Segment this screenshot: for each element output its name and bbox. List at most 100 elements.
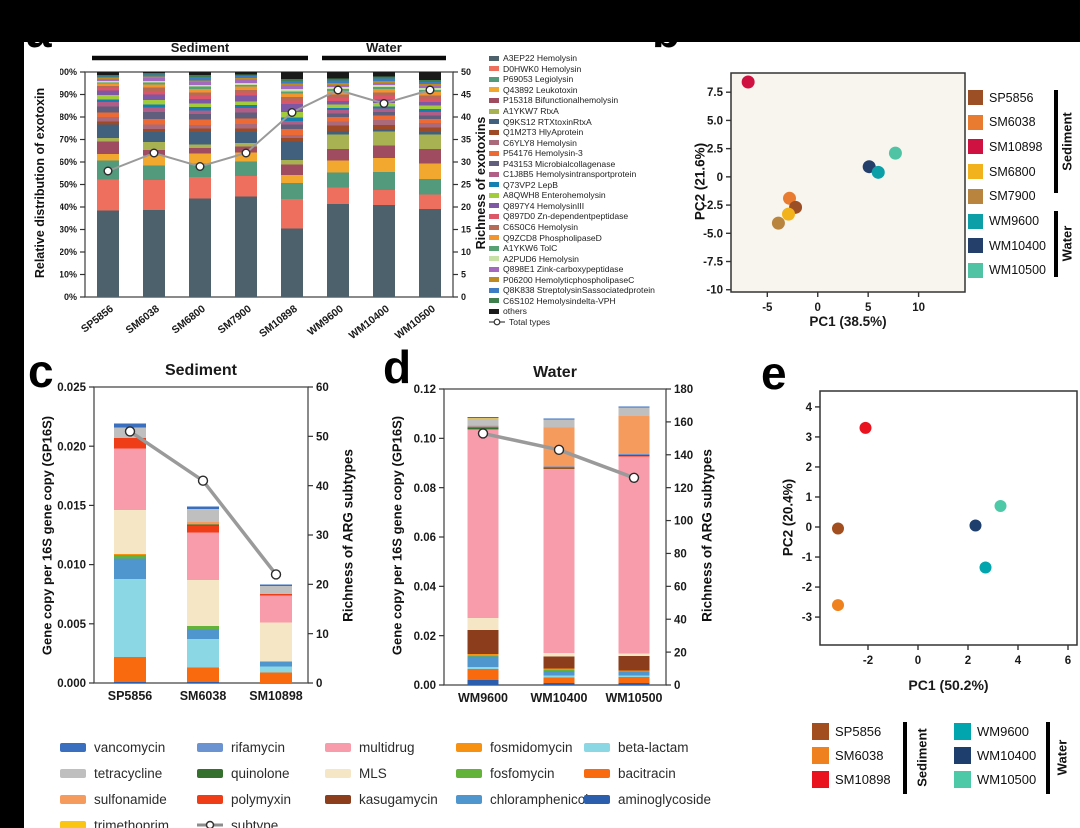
y2-tick-label: 160 — [674, 417, 693, 429]
richness-marker — [628, 472, 640, 484]
bar-segment — [143, 124, 165, 129]
sample-label: SM6038 — [835, 748, 884, 763]
bar-segment — [419, 79, 441, 82]
bar-segment — [114, 681, 146, 683]
exotoxin-legend-item: C6YLY8 Hemolysin — [489, 137, 689, 148]
exotoxin-legend-item: P69053 Legiolysin — [489, 74, 689, 85]
bar-segment — [143, 128, 165, 133]
legend-color-chip — [489, 245, 499, 251]
bar-segment — [327, 78, 349, 81]
water-group-bar — [1054, 211, 1058, 277]
bar-segment — [467, 656, 499, 667]
exotoxin-legend-item: Q9ZCD8 PhospholipaseD — [489, 232, 689, 243]
legend-color-chip — [489, 55, 499, 61]
y-tick-label: 100% — [60, 67, 77, 77]
bar-segment — [281, 141, 303, 160]
bar-segment — [260, 672, 292, 683]
y2-tick-label: 20 — [674, 647, 687, 659]
bar-segment — [97, 88, 119, 91]
bar-segment — [419, 194, 441, 210]
bar-segment — [260, 595, 292, 623]
bar-segment — [543, 677, 575, 684]
bar-segment — [467, 426, 499, 428]
bar-segment — [543, 668, 575, 671]
bar-segment — [235, 176, 257, 197]
bar-segment — [189, 103, 211, 108]
bar-segment — [187, 579, 219, 627]
category-label: WM10500 — [393, 303, 438, 342]
bar-segment — [189, 82, 211, 85]
bar-segment — [419, 84, 441, 86]
bar-segment — [419, 148, 441, 164]
arg-legend-item-aminoglycoside: aminoglycoside — [584, 786, 711, 812]
sample-point-SM10898 — [859, 421, 872, 434]
bar-segment — [419, 95, 441, 99]
y-tick-label: 0.12 — [414, 384, 436, 396]
bar-segment — [235, 83, 257, 85]
sediment-group-bar — [1054, 90, 1058, 193]
bar-segment — [143, 180, 165, 211]
bar-segment — [327, 104, 349, 108]
bar-segment — [543, 469, 575, 653]
arg-class-label: beta-lactam — [618, 739, 689, 755]
sample-label: SM10898 — [989, 139, 1043, 154]
bar-segment — [189, 198, 211, 297]
bar-segment — [187, 524, 219, 526]
sample-color-chip — [812, 771, 829, 788]
arg-class-label: chloramphenicol — [490, 791, 589, 807]
sample-label: SM10898 — [835, 772, 891, 787]
bar-segment — [543, 675, 575, 678]
y2-tick-label: 0 — [674, 680, 680, 692]
x-tick-label: 0 — [915, 655, 921, 667]
arg-legend-column: vancomycin tetracycline sulfonamide trimeth… — [60, 734, 169, 828]
bar-segment — [373, 85, 395, 87]
y-tick-label: 2.5 — [707, 144, 724, 156]
bar-segment — [281, 117, 303, 122]
legend-color-chip — [489, 213, 499, 219]
arg-color-chip — [456, 794, 482, 804]
sample-point-WM10400 — [969, 519, 982, 532]
sample-point-SM6800 — [781, 207, 795, 221]
bar-segment — [235, 72, 257, 75]
exotoxin-legend-item: others — [489, 306, 689, 317]
sample-label: WM10400 — [989, 238, 1046, 253]
bar-segment — [419, 105, 441, 109]
sample-point-WM10500 — [994, 499, 1007, 512]
exotoxin-legend-item: C6S102 Hemolysindelta-VPH — [489, 296, 689, 307]
arg-class-label: bacitracin — [618, 765, 676, 781]
richness-marker — [149, 148, 159, 158]
y2-tick-label: 50 — [316, 431, 329, 443]
arg-legend-item-sulfonamide: sulfonamide — [60, 786, 169, 812]
bar-segment — [235, 128, 257, 132]
bar-segment — [114, 558, 146, 579]
arg-class-label: subtype — [231, 817, 279, 828]
y-tick-label: -5.0 — [703, 228, 723, 240]
bar-segment — [143, 76, 165, 79]
bar-segment — [97, 138, 119, 142]
y-tick-label: 70% — [60, 135, 77, 145]
panel-a-left-axis-label: Relative distribution of exotoxin — [33, 87, 47, 279]
sample-point-WM9600 — [871, 165, 885, 179]
sample-color-chip — [812, 723, 829, 740]
sample-point-WM10500 — [888, 146, 902, 160]
bar-segment — [97, 76, 119, 78]
bar-segment — [373, 92, 395, 97]
bar-segment — [189, 84, 211, 87]
arg-class-label: vancomycin — [94, 739, 166, 755]
bar-segment — [327, 187, 349, 205]
bar-segment — [327, 160, 349, 173]
bar-segment — [235, 196, 257, 297]
arg-legend-item-beta-lactam: beta-lactam — [584, 734, 711, 760]
y-tick-label: 0.025 — [57, 382, 86, 394]
legend-item-label: C6S0C6 Hemolysin — [503, 222, 578, 233]
left-crop-band — [0, 0, 24, 828]
sample-legend-item-SM6800: SM6800 — [968, 164, 1036, 180]
bar-segment — [467, 654, 499, 657]
total-types-legend-item: Total types — [489, 317, 689, 328]
bar-segment — [235, 161, 257, 177]
sample-point-WM9600 — [979, 561, 992, 574]
y-tick-label: 80% — [60, 112, 77, 122]
sample-label: SM6800 — [989, 164, 1036, 179]
y2-tick-label: 0 — [461, 292, 466, 302]
bar-segment — [235, 101, 257, 105]
